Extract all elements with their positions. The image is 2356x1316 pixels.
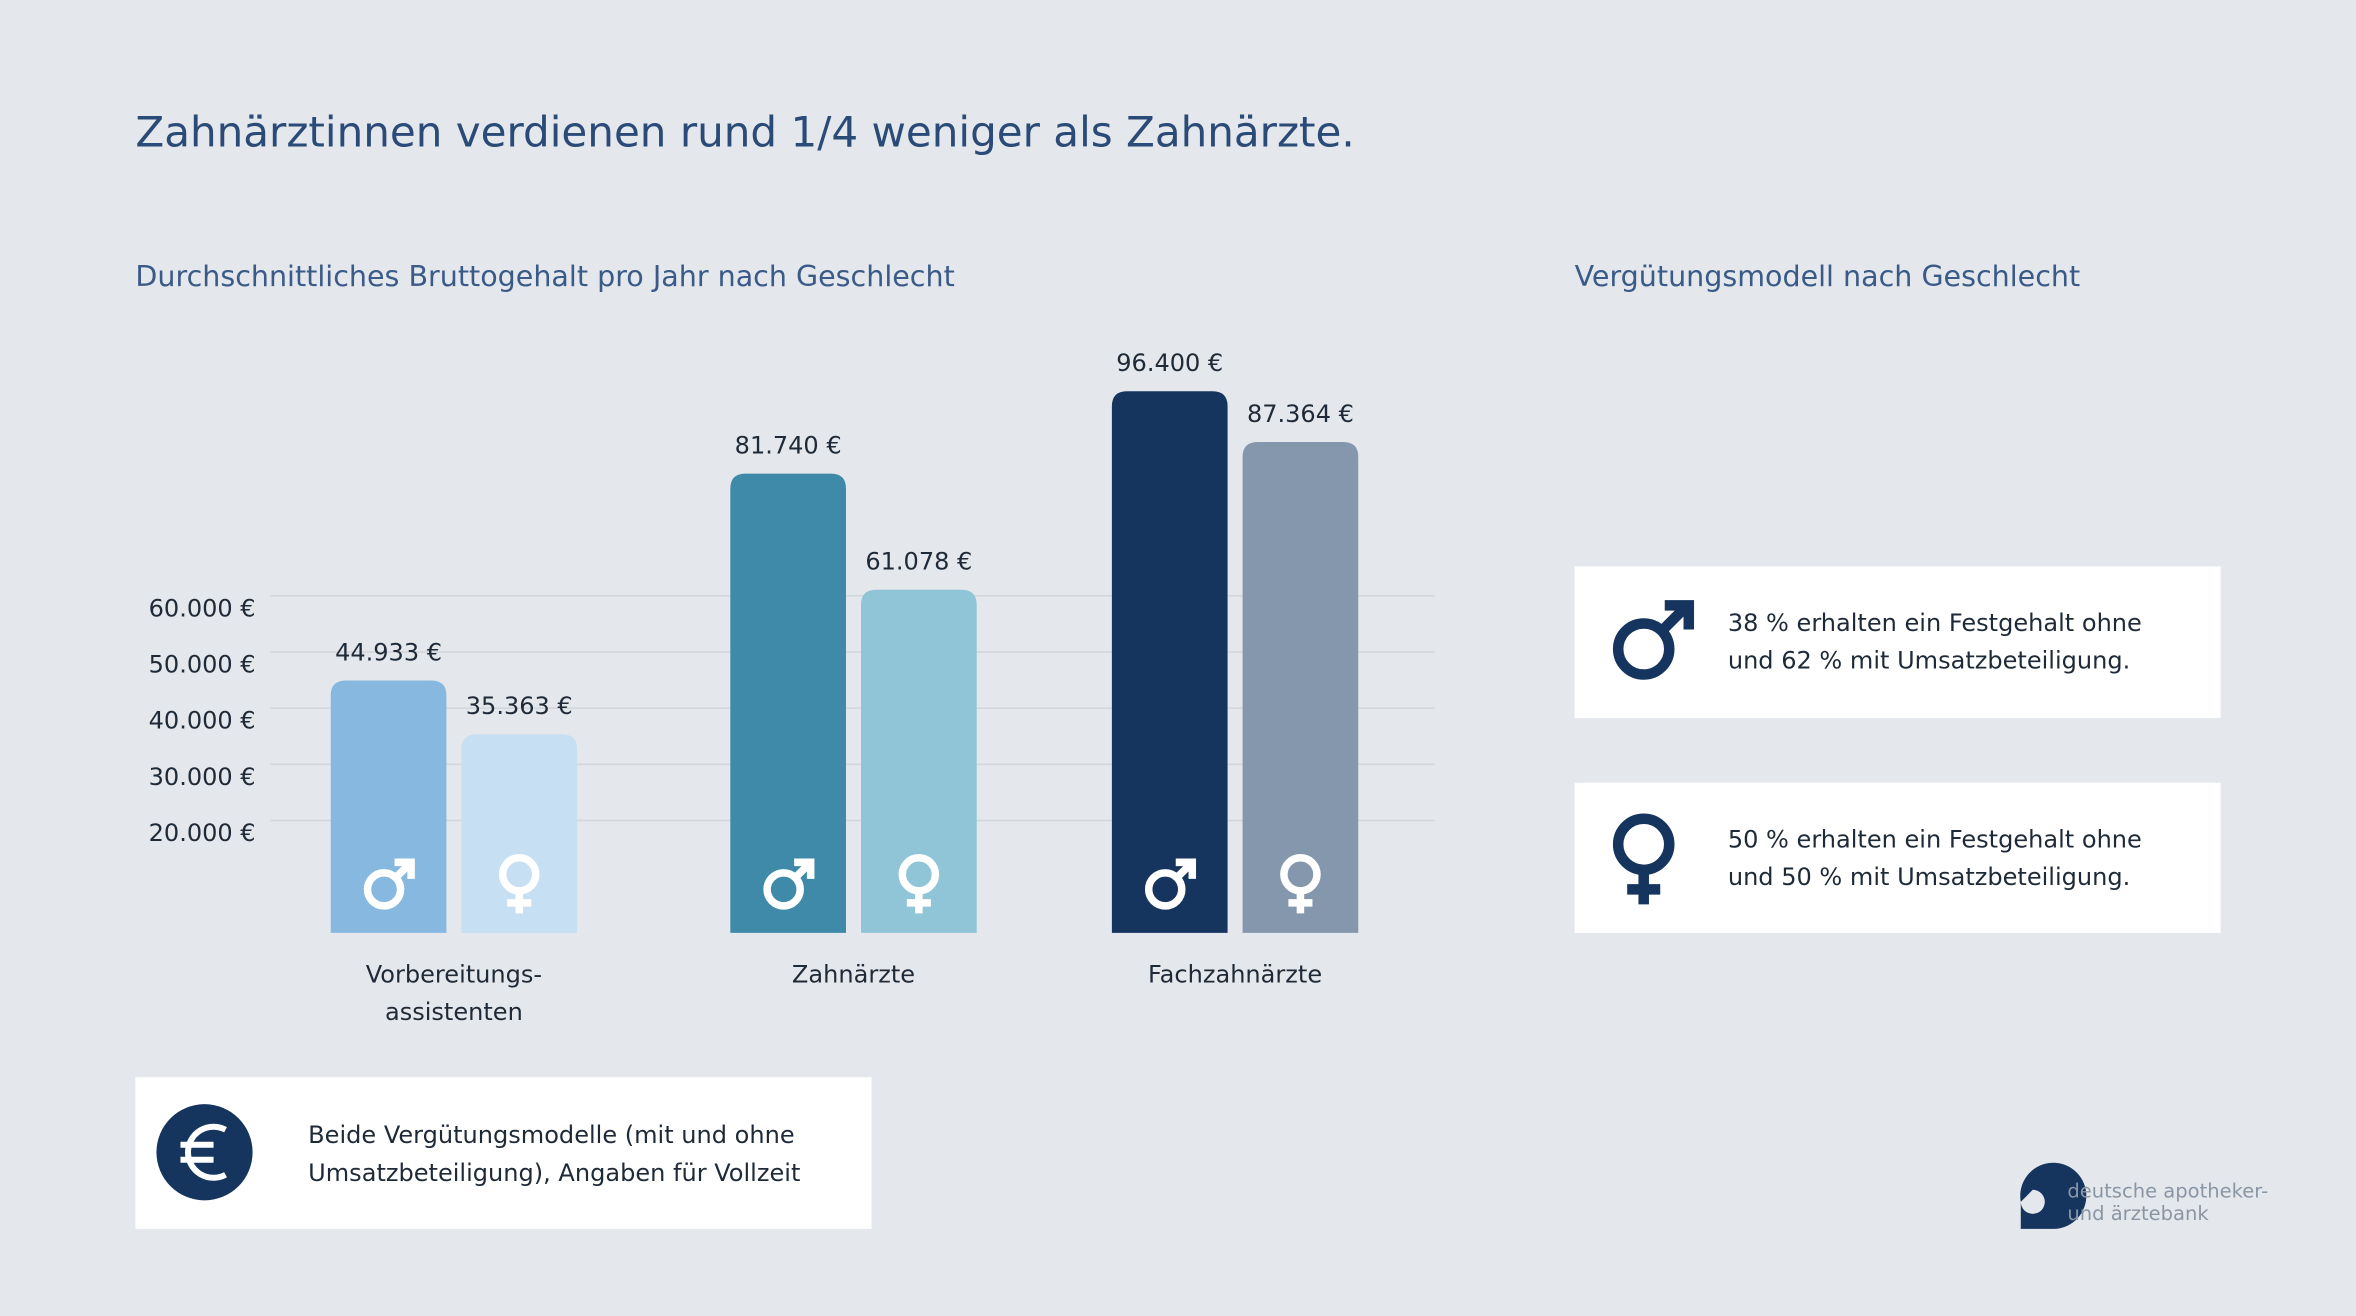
x-tick-label-box: Zahnärzte [791, 959, 916, 989]
side-title: Vergütungsmodell nach Geschlecht [1575, 260, 2081, 293]
male-symbol [363, 869, 405, 910]
panel-male-text-box: 38 % erhalten ein Festgehalt ohne und 62… [1727, 608, 2142, 675]
note-text: Beide Vergütungsmodelle (mit und ohne Um… [308, 1120, 801, 1187]
euro-icon [156, 1104, 253, 1201]
note-text-box: Beide Vergütungsmodelle (mit und ohne Um… [308, 1120, 801, 1187]
y-tick-label: 30.000 € [149, 763, 256, 791]
logo-mark [2020, 1162, 2087, 1229]
male-icon [1612, 600, 1695, 680]
subtitle: Durchschnittliches Bruttogehalt pro Jahr… [135, 260, 954, 293]
bars: Vorbereitungs- assistenten 44.933 € 35.363… [330, 349, 1359, 1027]
panel-female [1574, 782, 2221, 933]
y-tick-label: 20.000 € [149, 819, 256, 847]
note-box [135, 1077, 872, 1229]
x-tick-label: Fachzahnärzte [1148, 959, 1323, 989]
bar [861, 589, 977, 933]
bar [461, 734, 578, 933]
x-tick-label: Vorbereitungs- assistenten [365, 959, 543, 1027]
male-symbol [763, 869, 804, 910]
logo-text-box: deutsche apotheker- und ärztebank [2067, 1180, 2269, 1226]
euro-glyph [180, 1123, 227, 1181]
male-symbol [1144, 869, 1186, 910]
value-label: 96.400 € [1116, 349, 1223, 377]
value-label: 35.363 € [466, 692, 573, 720]
bar [1242, 442, 1359, 933]
x-tick-label-box: Fachzahnärzte [1148, 959, 1323, 989]
bar [330, 680, 447, 933]
bar [730, 473, 846, 933]
value-label: 44.933 € [335, 638, 442, 666]
male-symbol [394, 858, 415, 879]
y-tick-label: 60.000 € [149, 594, 256, 622]
y-tick-label: 40.000 € [149, 707, 256, 735]
panel-female-text-box: 50 % erhalten ein Festgehalt ohne und 50… [1727, 824, 2142, 891]
title: Zahnärztinnen verdienen rund 1/4 weniger… [135, 108, 1354, 157]
x-tick-label: Zahnärzte [791, 959, 916, 989]
panel-female-text: 50 % erhalten ein Festgehalt ohne und 50… [1727, 824, 2142, 891]
bar [1111, 391, 1228, 933]
value-label: 61.078 € [865, 548, 972, 576]
panel-male [1574, 566, 2221, 719]
x-tick-label-box: Vorbereitungs- assistenten [365, 959, 543, 1027]
y-tick-label: 50.000 € [149, 651, 256, 679]
male-symbol [794, 858, 815, 879]
logo-text: deutsche apotheker- und ärztebank [2067, 1180, 2269, 1226]
value-label: 87.364 € [1247, 400, 1354, 428]
value-label: 81.740 € [735, 432, 842, 460]
grid: 20.000 € 30.000 € 40.000 € 50.000 € 60.000 € [149, 594, 1435, 847]
female-icon [1612, 813, 1675, 905]
panel-male-text: 38 % erhalten ein Festgehalt ohne und 62… [1727, 608, 2142, 675]
male-symbol [1175, 858, 1197, 879]
